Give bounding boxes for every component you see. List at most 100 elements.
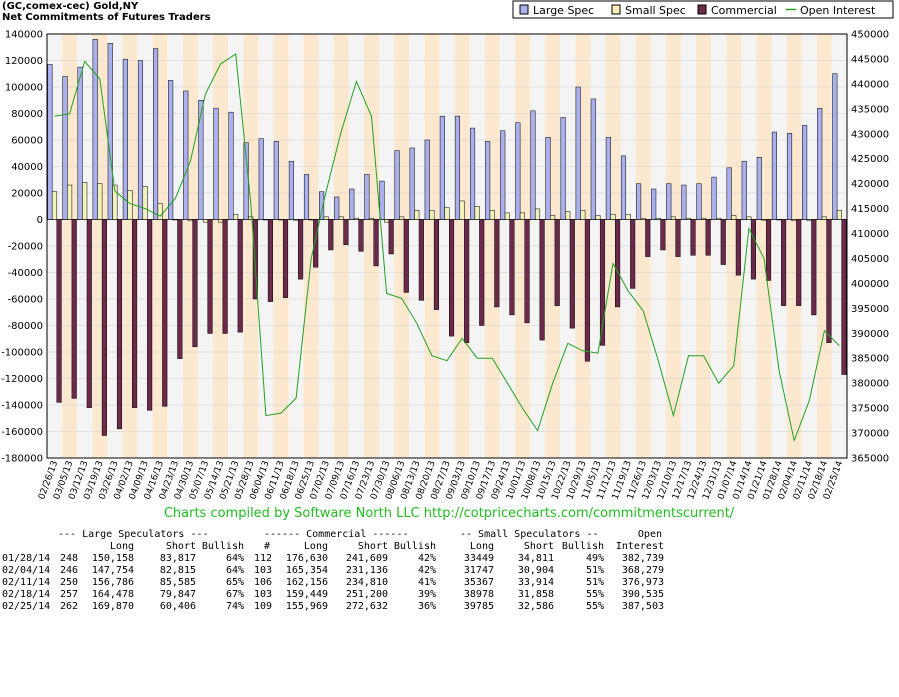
- large-spec-bar: [636, 183, 642, 220]
- table-row: 02/04/14 246 147,754 82,815 64% 103 165,354 231…: [0, 565, 899, 577]
- y-left-tick-label: -20000: [8, 242, 43, 253]
- large-spec-bar: [771, 131, 777, 220]
- cell-comm-short: 241,609: [345, 553, 388, 564]
- large-spec-bar: [303, 174, 310, 220]
- open-interest-line: [54, 53, 840, 443]
- cell-small-short: 30,904: [517, 565, 554, 576]
- commercial-bar: [690, 219, 696, 256]
- small-spec-bar: [716, 217, 722, 220]
- commercial-bar: [56, 219, 62, 403]
- commercial-bar: [207, 219, 213, 334]
- small-spec-bar: [263, 219, 269, 221]
- y-left-tick-label: 100000: [5, 83, 43, 94]
- large-spec-bar: [817, 107, 823, 220]
- commercial-bar: [237, 219, 243, 333]
- small-spec-bar: [504, 212, 510, 220]
- col-small-long: Long: [469, 541, 494, 552]
- col-large-bullish: Bullish: [201, 541, 244, 552]
- large-spec-bar: [726, 167, 732, 220]
- small-spec-bar: [248, 216, 254, 220]
- large-spec-bar: [802, 125, 808, 220]
- y-left-tick-label: -140000: [1, 401, 43, 412]
- small-spec-bar: [142, 186, 148, 220]
- small-spec-bar: [806, 219, 812, 222]
- cell-large-count: 250: [59, 577, 78, 588]
- col-comm-count: #: [263, 541, 270, 552]
- cot-chart: 140000 120000 100000 80000 60000 40000 20000 0 -…: [1, 0, 894, 521]
- commercial-bar: [464, 219, 470, 343]
- commercial-bar: [615, 219, 621, 308]
- small-spec-bar: [112, 184, 118, 220]
- commercial-bar: [539, 219, 545, 341]
- y-right-tick-label: 375000: [851, 404, 889, 415]
- large-spec-bar: [379, 180, 385, 220]
- large-spec-bar: [545, 137, 551, 220]
- large-spec-bar: [454, 115, 460, 220]
- cell-comm-short: 251,200: [345, 589, 388, 600]
- large-spec-bar: [620, 155, 627, 220]
- cell-date: 02/25/14: [2, 601, 51, 612]
- cell-small-short: 32,586: [517, 601, 554, 612]
- small-spec-bar: [127, 190, 133, 220]
- cell-comm-long: 159,449: [285, 589, 328, 600]
- y-right-tick-label: 435000: [851, 104, 889, 115]
- cell-comm-short: 231,136: [345, 565, 388, 576]
- small-spec-bar: [701, 217, 707, 220]
- large-spec-bar: [590, 98, 596, 220]
- x-axis-ticks: 02/26/1303/05/1303/12/1303/19/1303/26/13…: [37, 459, 845, 501]
- table-header-groups: --- Large Speculators --- ------ Commerc…: [0, 529, 899, 541]
- y-right-tick-label: 400000: [851, 279, 889, 290]
- cell-open-interest: 387,503: [621, 601, 664, 612]
- small-spec-bar: [217, 219, 224, 223]
- cell-large-short: 83,817: [159, 553, 196, 564]
- y-right-tick-label: 385000: [851, 354, 889, 365]
- cell-large-bullish: 74%: [225, 601, 244, 612]
- cell-large-long: 147,754: [91, 565, 134, 576]
- commercial-bar: [765, 219, 772, 281]
- y-left-tick-label: 0: [37, 215, 43, 226]
- col-comm-long: Long: [303, 541, 328, 552]
- commercial-bar: [192, 219, 198, 347]
- cell-comm-short: 234,810: [345, 577, 388, 588]
- small-spec-bar: [338, 216, 344, 220]
- commercial-bar: [645, 219, 651, 257]
- small-spec-bar: [233, 213, 239, 220]
- commercial-bar: [86, 219, 92, 408]
- large-spec-bar: [183, 90, 189, 220]
- small-spec-bar: [761, 219, 767, 221]
- large-spec-bar: [666, 183, 672, 220]
- cell-comm-long: 155,969: [285, 601, 328, 612]
- cell-comm-count: 103: [254, 589, 273, 600]
- large-spec-bar: [198, 100, 204, 220]
- y-left-tick-label: 40000: [11, 162, 43, 173]
- large-spec-bar: [92, 39, 98, 220]
- y-right-tick-label: 390000: [851, 329, 889, 340]
- y-left-tick-label: -80000: [8, 321, 43, 332]
- y-left-tick-label: 60000: [11, 136, 43, 147]
- commercial-bar: [524, 219, 530, 324]
- large-spec-bar: [137, 60, 144, 220]
- col-small-bullish: Bullish: [561, 541, 604, 552]
- cell-small-long: 35367: [463, 577, 494, 588]
- commercial-bar: [449, 219, 455, 337]
- commercial-bar: [584, 219, 590, 362]
- commercial-bar: [675, 219, 681, 257]
- table-row: 02/11/14 250 156,786 85,585 65% 106 162,156 234…: [0, 577, 899, 589]
- y-right-tick-label: 405000: [851, 254, 889, 265]
- cell-open-interest: 368,279: [621, 565, 664, 576]
- legend-label-small-spec: Small Spec: [625, 4, 686, 17]
- commercial-bar: [418, 219, 424, 301]
- y-right-tick-label: 395000: [851, 304, 889, 315]
- large-spec-bar: [485, 141, 491, 220]
- small-spec-bar: [489, 209, 495, 220]
- small-spec-bar: [323, 216, 329, 220]
- cell-date: 02/18/14: [2, 589, 51, 600]
- cell-comm-bullish: 41%: [417, 577, 436, 588]
- cell-comm-long: 165,354: [285, 565, 328, 576]
- cell-large-long: 150,158: [91, 553, 134, 564]
- commercial-bar: [147, 219, 153, 411]
- large-spec-bar: [228, 111, 234, 220]
- commercial-bar: [796, 219, 802, 306]
- commercial-bar: [298, 219, 304, 280]
- col-open-interest: Interest: [615, 541, 664, 552]
